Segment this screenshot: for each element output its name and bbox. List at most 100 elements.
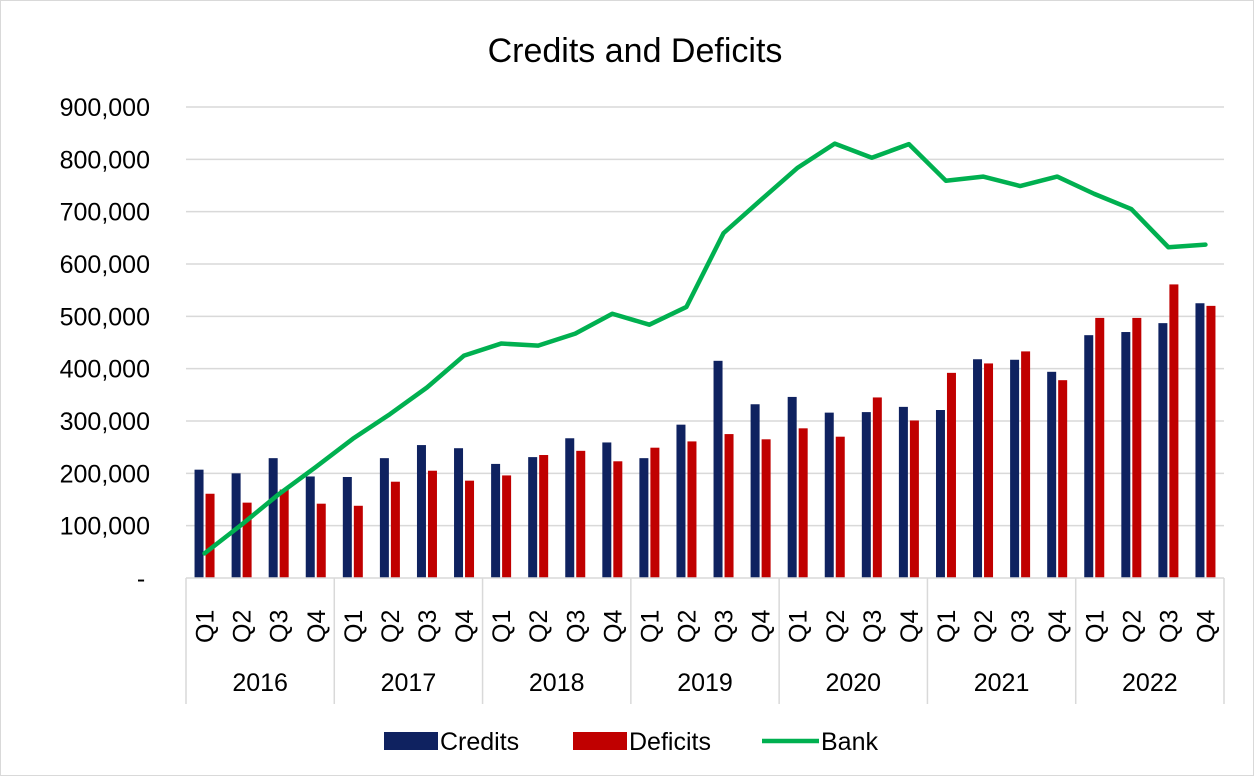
deficits-bar xyxy=(1132,317,1142,578)
credits-bar xyxy=(194,469,204,578)
credits-bar xyxy=(416,445,426,578)
x-tick-label-quarter: Q3 xyxy=(1007,610,1035,643)
x-tick-label-year: 2020 xyxy=(825,669,881,697)
x-tick-label-quarter: Q4 xyxy=(748,610,776,643)
credits-bar xyxy=(231,473,241,578)
deficits-bar xyxy=(946,372,956,578)
legend-label-bank: Bank xyxy=(821,728,878,756)
x-tick-label-quarter: Q2 xyxy=(970,610,998,643)
credits-bar xyxy=(268,458,278,578)
deficits-bar xyxy=(650,447,660,578)
y-tick-label: 300,000 xyxy=(60,408,150,436)
deficits-bar xyxy=(1058,380,1068,578)
x-tick-label-quarter: Q3 xyxy=(859,610,887,643)
deficits-bar xyxy=(279,489,289,578)
credits-bar xyxy=(639,458,649,578)
bank-line-layer xyxy=(202,141,1208,556)
gridlines xyxy=(186,106,1224,527)
credits-bar xyxy=(454,448,464,578)
deficits-bar xyxy=(613,461,623,578)
credits-bar xyxy=(787,396,797,578)
y-tick-label: 200,000 xyxy=(60,460,150,488)
x-tick-label-quarter: Q2 xyxy=(377,610,405,643)
y-tick-label: 100,000 xyxy=(60,513,150,541)
legend: Credits Deficits Bank xyxy=(384,728,878,756)
x-tick-label-quarter: Q1 xyxy=(1081,610,1109,643)
y-tick-label: 600,000 xyxy=(60,251,150,279)
x-tick-label-quarter: Q2 xyxy=(525,610,553,643)
x-tick-label-year: 2018 xyxy=(529,669,585,697)
x-tick-label-year: 2021 xyxy=(974,669,1030,697)
x-tick-label-quarter: Q1 xyxy=(785,610,813,643)
deficits-bar xyxy=(205,493,215,578)
x-tick-label-quarter: Q1 xyxy=(192,610,220,643)
x-tick-label-quarter: Q2 xyxy=(822,610,850,643)
deficits-bar xyxy=(798,428,808,578)
credits-bar xyxy=(1047,371,1057,578)
x-tick-label-year: 2019 xyxy=(677,669,733,697)
credits-bar xyxy=(1121,332,1131,578)
legend-swatch-deficits xyxy=(573,732,627,750)
deficits-bar xyxy=(909,420,919,578)
legend-label-credits: Credits xyxy=(440,728,519,756)
deficits-bar xyxy=(1095,317,1105,578)
credits-bar xyxy=(898,406,908,578)
deficits-bar xyxy=(984,363,994,578)
x-tick-label-quarter: Q1 xyxy=(488,610,516,643)
deficits-bar xyxy=(835,436,845,578)
deficits-bar xyxy=(539,455,549,578)
x-tick-label-year: 2016 xyxy=(232,669,288,697)
x-tick-label-quarter: Q3 xyxy=(711,610,739,643)
deficits-bar xyxy=(687,441,697,578)
credits-bar xyxy=(528,457,538,578)
credits-bar xyxy=(713,360,723,578)
credits-bar xyxy=(750,404,760,578)
bars xyxy=(194,284,1216,578)
x-tick-label-quarter: Q4 xyxy=(303,610,331,643)
credits-bar xyxy=(305,476,315,578)
deficits-bar xyxy=(465,480,475,578)
credits-bar xyxy=(973,359,983,578)
deficits-bar xyxy=(502,475,512,578)
credits-bar xyxy=(1195,303,1205,578)
credits-bar xyxy=(935,410,945,578)
y-tick-label: 400,000 xyxy=(60,356,150,384)
x-tick-label-quarter: Q4 xyxy=(1192,610,1220,643)
y-tick-label: 500,000 xyxy=(60,303,150,331)
credits-bar xyxy=(491,463,501,578)
credits-bar xyxy=(824,412,834,578)
x-tick-label-quarter: Q1 xyxy=(340,610,368,643)
credits-bar xyxy=(676,424,686,578)
x-tick-label-year: 2017 xyxy=(381,669,437,697)
credits-bar xyxy=(1084,335,1094,578)
x-tick-label-quarter: Q3 xyxy=(266,610,294,643)
x-tick-label-year: 2022 xyxy=(1122,669,1178,697)
y-tick-label: - xyxy=(137,565,145,593)
deficits-bar xyxy=(761,439,771,578)
x-tick-label-quarter: Q2 xyxy=(229,610,257,643)
x-tick-label-quarter: Q3 xyxy=(414,610,442,643)
x-tick-label-quarter: Q3 xyxy=(562,610,590,643)
deficits-bar xyxy=(872,397,882,578)
credits-bar xyxy=(1158,323,1168,578)
legend-label-deficits: Deficits xyxy=(629,728,711,756)
x-tick-label-quarter: Q4 xyxy=(599,610,627,643)
credits-bar xyxy=(602,442,612,578)
deficits-bar xyxy=(1169,284,1179,578)
bank-line xyxy=(202,141,1208,556)
deficits-bar xyxy=(576,450,586,578)
credits-bar xyxy=(861,412,871,578)
x-tick-label-quarter: Q3 xyxy=(1155,610,1183,643)
y-tick-label: 700,000 xyxy=(60,199,150,227)
x-tick-label-quarter: Q1 xyxy=(636,610,664,643)
y-tick-label: 900,000 xyxy=(60,94,150,122)
x-tick-label-quarter: Q1 xyxy=(933,610,961,643)
credits-bar xyxy=(342,476,352,578)
y-tick-label: 800,000 xyxy=(60,146,150,174)
deficits-bar xyxy=(1206,305,1216,578)
deficits-bar xyxy=(242,502,252,578)
x-tick-label-quarter: Q4 xyxy=(1044,610,1072,643)
credits-bar xyxy=(565,438,575,578)
